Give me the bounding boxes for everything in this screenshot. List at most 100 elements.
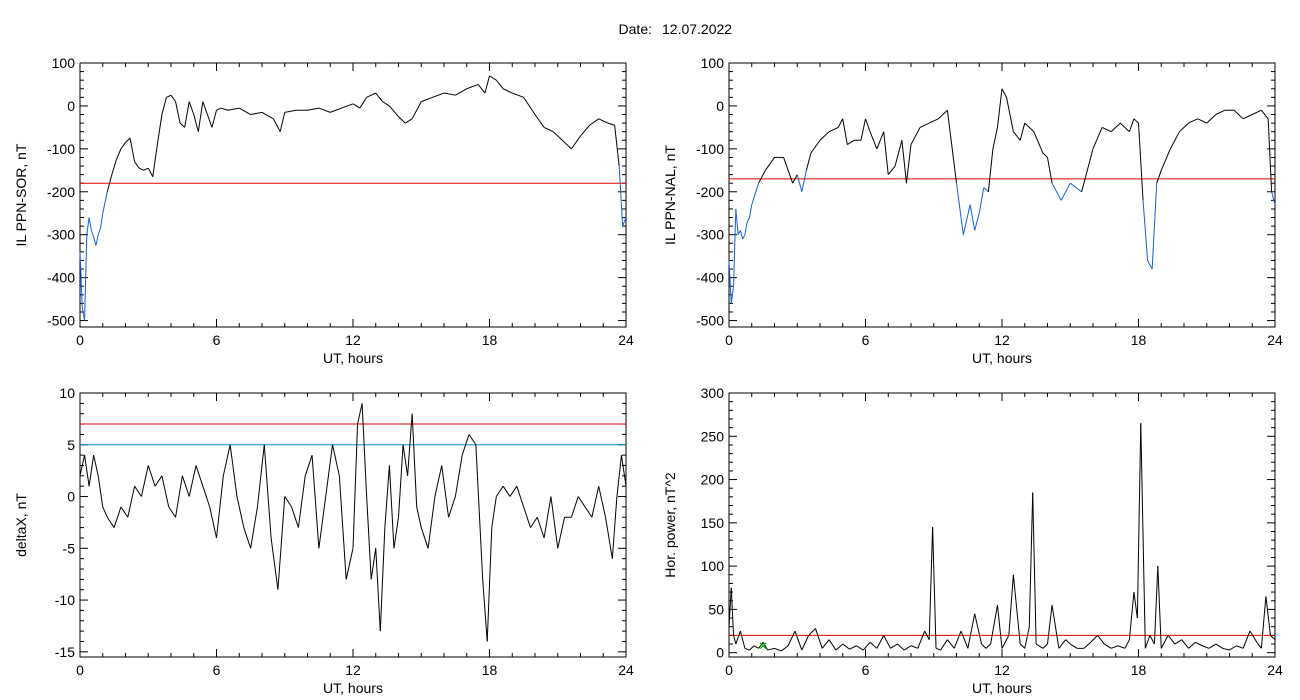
data-segment [184,101,190,128]
data-segment [352,424,359,549]
data-segment [1024,626,1030,649]
data-segment [935,647,941,651]
data-segment [1249,630,1258,643]
data-segment [304,454,313,476]
data-segment [1160,148,1171,171]
y-tick-label: 100 [52,55,76,71]
data-segment [398,116,406,124]
y-tick-label: 0 [67,489,75,505]
data-segment [489,75,497,81]
data-segment [805,153,812,171]
x-axis-label: UT, hours [323,680,383,696]
data-segment [781,645,789,652]
data-segment [509,485,518,497]
data-segment [808,628,816,636]
data-segment [170,94,176,102]
data-segment [580,124,590,137]
data-segment [557,517,566,549]
data-segment [120,506,129,518]
data-segment [307,107,319,111]
data-segment [502,485,511,497]
data-segment [220,107,229,111]
data-segment [894,140,903,167]
y-tick-label: -5 [63,540,76,556]
data-segment [1033,131,1044,154]
data-segment [106,174,113,192]
data-segment [1202,645,1210,649]
data-segment [887,165,896,175]
data-segment [523,97,536,115]
data-segment [865,118,871,132]
data-segment [1119,122,1130,133]
data-segment [960,630,969,649]
data-segment [969,204,976,231]
data-segment [352,103,361,109]
data-segment [113,506,122,528]
data-segment [1028,492,1034,627]
data-segment [175,475,183,518]
data-segment [1136,423,1142,619]
data-segment [1047,605,1053,645]
data-segment [129,138,136,162]
y-tick-label: 50 [708,601,724,617]
data-segment [928,527,934,640]
data-segment [366,496,372,580]
data-segment [614,125,620,167]
data-segment [530,516,538,528]
data-segment [1242,114,1253,120]
data-segment [901,140,907,184]
data-segment [1051,182,1062,201]
data-segment [1024,122,1035,133]
y-tick-label: -100 [47,141,75,157]
data-segment [1128,118,1135,132]
data-segment [243,527,252,549]
data-segment [758,641,764,649]
data-segment [953,630,962,649]
data-segment [1081,148,1094,192]
data-segment [1197,118,1207,124]
data-segment [589,118,599,126]
y-axis-label: Hor. power, nT^2 [662,472,678,578]
y-tick-label: 0 [716,645,724,661]
data-segment [388,465,395,549]
data-segment [1252,109,1262,115]
data-segment [910,645,919,649]
data-segment [1188,641,1196,649]
data-segment [161,475,170,507]
data-segment [1008,574,1014,636]
data-segment [227,107,240,111]
data-segment [928,118,939,124]
data-segment [455,88,467,96]
data-segment [88,217,92,231]
data-segment [466,83,479,90]
data-segment [1265,596,1271,636]
data-segment [1267,118,1273,192]
y-tick-label: 0 [67,98,75,114]
data-segment [197,101,204,132]
data-segment [1104,643,1112,649]
data-segment [1271,191,1276,205]
data-segment [239,107,251,115]
data-segment [536,517,545,539]
data-segment [79,251,83,308]
data-segment [1001,635,1010,649]
data-segment [847,139,855,145]
plot-frame [728,392,1276,658]
data-segment [168,506,176,518]
plot-frame [79,62,627,328]
data-segment [828,639,837,651]
data-segment [127,486,136,518]
data-segment [1140,423,1146,649]
data-segment [598,486,607,518]
data-segment [1270,634,1276,641]
y-tick-label: -300 [696,227,724,243]
data-segment [810,139,821,154]
data-segment [1208,643,1217,649]
x-tick-label: 12 [994,332,1010,348]
data-segment [985,643,991,649]
data-segment [733,635,737,645]
data-segment [1128,592,1135,640]
y-tick-label: -200 [47,184,75,200]
data-segment [987,148,994,192]
